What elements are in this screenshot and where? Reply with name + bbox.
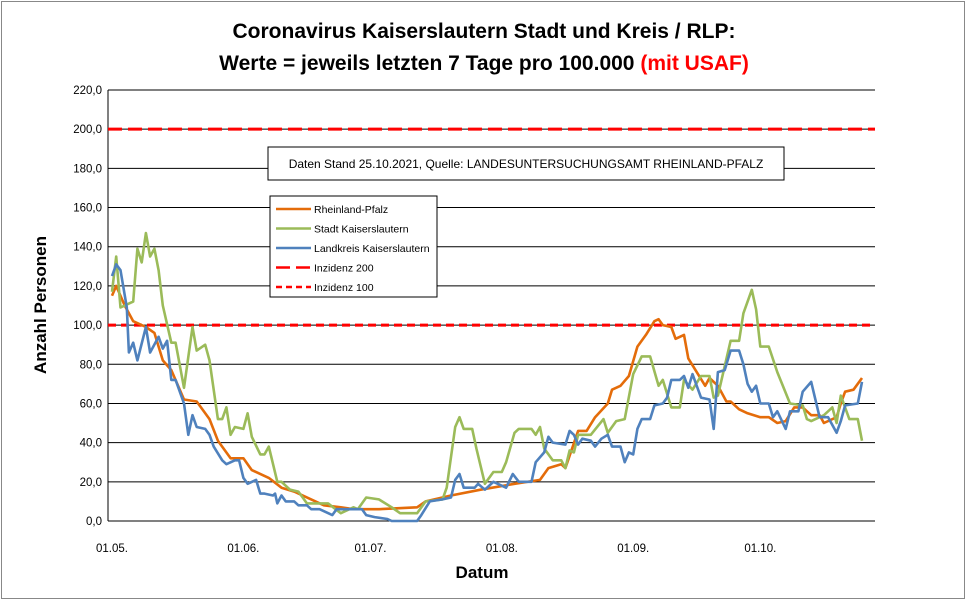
source-note: Daten Stand 25.10.2021, Quelle: LANDESUN… [267, 146, 785, 181]
legend-label: Landkreis Kaiserslautern [314, 243, 430, 255]
x-tick-label: 01.10. [744, 543, 776, 555]
x-axis-title: Datum [456, 563, 509, 582]
chart-title-highlight: (mit USAF) [640, 52, 749, 75]
x-tick-label: 01.09. [617, 543, 649, 555]
y-tick-label: 60,0 [80, 398, 102, 410]
legend-label: Rheinland-Pfalz [314, 204, 388, 216]
y-tick-label: 180,0 [73, 163, 102, 175]
y-tick-label: 120,0 [73, 281, 102, 293]
x-tick-label: 01.08. [486, 543, 518, 555]
y-tick-label: 80,0 [80, 359, 102, 371]
chart-title-line1: Coronavirus Kaiserslautern Stadt und Kre… [233, 20, 736, 43]
y-tick-label: 200,0 [73, 124, 102, 136]
x-tick-label: 01.06. [227, 543, 259, 555]
series-lines [110, 231, 864, 523]
legend-label: Inzidenz 100 [314, 282, 374, 294]
series-line-landkreis-kaiserslautern [110, 263, 864, 523]
y-tick-label: 0,0 [86, 516, 102, 528]
legend-box [269, 195, 438, 298]
y-tick-label: 220,0 [73, 85, 102, 97]
series-line-rheinland-pfalz [110, 284, 864, 511]
x-tick-label: 01.05. [96, 543, 128, 555]
x-tick-label: 01.07. [354, 543, 386, 555]
y-tick-label: 140,0 [73, 242, 102, 254]
y-tick-label: 40,0 [80, 438, 102, 450]
reference-lines [108, 127, 875, 327]
chart-title-main: Werte = jeweils letzten 7 Tage pro 100.0… [219, 52, 640, 75]
chart-title-line2: Werte = jeweils letzten 7 Tage pro 100.0… [219, 52, 749, 75]
y-tick-label: 100,0 [73, 320, 102, 332]
legend-label: Inzidenz 200 [314, 263, 374, 275]
legend: Rheinland-Pfalz Stadt Kaiserslautern Landk… [269, 195, 438, 298]
x-tick-labels: 01.05. 01.06. 01.07. 01.08. 01.09. 01.10. [96, 543, 776, 555]
legend-label: Stadt Kaiserslautern [314, 224, 409, 236]
y-tick-label: 20,0 [80, 477, 102, 489]
y-axis-title: Anzahl Personen [31, 236, 50, 374]
source-note-text: Daten Stand 25.10.2021, Quelle: LANDESUN… [289, 157, 764, 171]
series-line-stadt-kaiserslautern [110, 231, 864, 515]
source-note-box [267, 146, 785, 181]
y-tick-label: 160,0 [73, 203, 102, 215]
y-tick-labels: 0,0 20,0 40,0 60,0 80,0 100,0 120,0 140,0 160,0 1… [73, 85, 102, 528]
